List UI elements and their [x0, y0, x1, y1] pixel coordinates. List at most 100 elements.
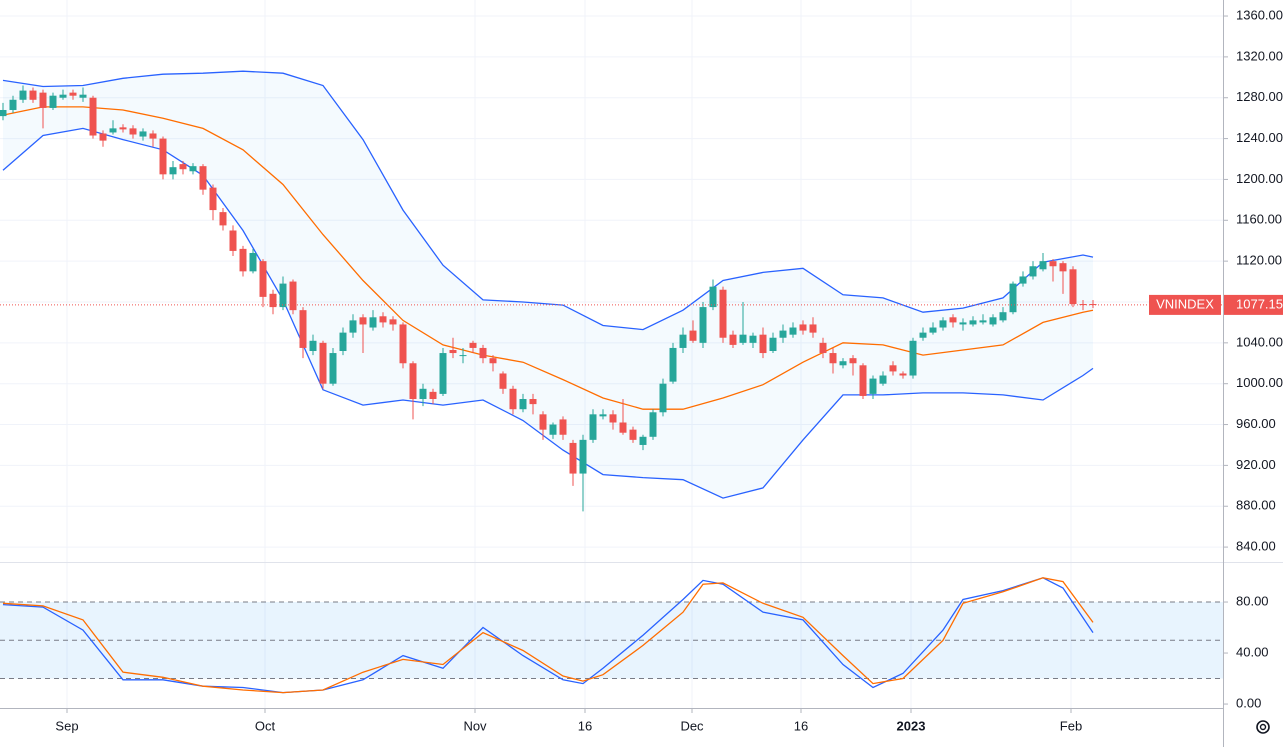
- candle-body: [619, 422, 627, 433]
- candle-body: [649, 412, 657, 437]
- candle-body: [429, 391, 437, 400]
- candle-body: [519, 399, 527, 410]
- candle-body: [839, 361, 847, 366]
- candle-body: [99, 133, 107, 141]
- bollinger-fill: [3, 71, 1093, 499]
- candle-body: [629, 429, 637, 440]
- candle-body: [1039, 261, 1047, 270]
- candle-body: [289, 281, 297, 311]
- candle-body: [669, 347, 677, 382]
- gear-hub: [1259, 723, 1267, 731]
- candle-body: [539, 414, 547, 430]
- y-tick-label: 960.00: [1236, 416, 1276, 431]
- x-tick-label: 16: [578, 718, 592, 733]
- candle-body: [679, 334, 687, 348]
- candle-body: [389, 319, 397, 325]
- candle-body: [409, 363, 417, 400]
- candle-body: [229, 230, 237, 251]
- candle-body: [729, 334, 737, 345]
- candle-body: [819, 342, 827, 354]
- candle-body: [589, 414, 597, 440]
- candle-body: [189, 166, 197, 172]
- candle-body: [709, 286, 717, 308]
- candle-body: [1009, 283, 1017, 313]
- candle-body: [909, 340, 917, 376]
- grid: [0, 0, 1223, 708]
- candle-body: [1019, 276, 1027, 284]
- candle-body: [199, 166, 207, 190]
- candle-body: [269, 293, 277, 308]
- candle-body: [1069, 269, 1077, 305]
- candle-body: [0, 109, 7, 117]
- candle-body: [89, 97, 97, 136]
- candle-body: [299, 310, 307, 348]
- candle-body: [969, 320, 977, 325]
- candle-body: [1049, 261, 1057, 267]
- candle-body: [869, 378, 877, 394]
- candle-body: [119, 127, 127, 130]
- settings-icon[interactable]: [1256, 720, 1270, 734]
- candle-body: [549, 424, 557, 435]
- candle-body: [149, 133, 157, 139]
- price-badge: [1224, 294, 1283, 315]
- candle-body: [129, 128, 137, 135]
- candle-body: [279, 283, 287, 308]
- candle-body: [1029, 266, 1037, 277]
- symbol-badge: [1149, 294, 1221, 315]
- candle-body: [559, 419, 567, 435]
- x-tick-label: Sep: [55, 718, 78, 733]
- y-tick-label: 1240.00: [1236, 130, 1283, 145]
- candle-body: [9, 99, 17, 110]
- candle-body: [949, 317, 957, 323]
- candle-body: [449, 349, 457, 354]
- y2-tick-label: 40.00: [1236, 644, 1269, 659]
- y-tick-label: 1160.00: [1236, 212, 1282, 227]
- candle-body: [889, 365, 897, 372]
- y2-tick-label: 0.00: [1236, 695, 1261, 710]
- candle-body: [319, 342, 327, 384]
- candle-body: [989, 317, 997, 325]
- stochastic-d: [2, 577, 1094, 694]
- candle-body: [239, 248, 247, 272]
- candle-body: [29, 90, 37, 100]
- candle-body: [339, 332, 347, 352]
- candle-body: [469, 342, 477, 348]
- candle-body: [329, 353, 337, 384]
- candle-body: [399, 324, 407, 364]
- candle-body: [829, 353, 837, 364]
- candle-body: [529, 399, 537, 405]
- x-tick-label: Oct: [255, 718, 276, 733]
- candle-body: [19, 90, 27, 100]
- x-tick-label: Dec: [680, 718, 704, 733]
- x-tick-label: Nov: [463, 718, 487, 733]
- candle-body: [419, 388, 427, 400]
- candle-body: [579, 439, 587, 474]
- candle-body: [999, 312, 1007, 321]
- candle-body: [689, 330, 697, 341]
- candle-body: [959, 322, 967, 325]
- candle-body: [849, 358, 857, 364]
- candle-body: [169, 167, 177, 175]
- candle-body: [859, 365, 867, 396]
- candle-body: [109, 128, 117, 133]
- candle-body: [799, 324, 807, 331]
- candle-body: [759, 334, 767, 354]
- candle-body: [489, 358, 497, 364]
- candle-body: [59, 94, 67, 98]
- candle-body: [919, 332, 927, 338]
- candle-body: [879, 375, 887, 384]
- x-tick-label: 2023: [897, 718, 926, 733]
- candle-body: [939, 320, 947, 328]
- candle-body: [39, 92, 47, 108]
- gear-ring: [1256, 720, 1270, 734]
- candle-body: [899, 373, 907, 376]
- candle-body: [359, 317, 367, 325]
- candle-body: [699, 307, 707, 343]
- y-tick-label: 920.00: [1236, 457, 1276, 472]
- candle-body: [49, 95, 57, 108]
- candle-body: [929, 327, 937, 333]
- candle-body: [609, 414, 617, 423]
- x-tick-label: 16: [794, 718, 808, 733]
- candle-body: [249, 252, 257, 272]
- y-tick-label: 840.00: [1236, 539, 1276, 554]
